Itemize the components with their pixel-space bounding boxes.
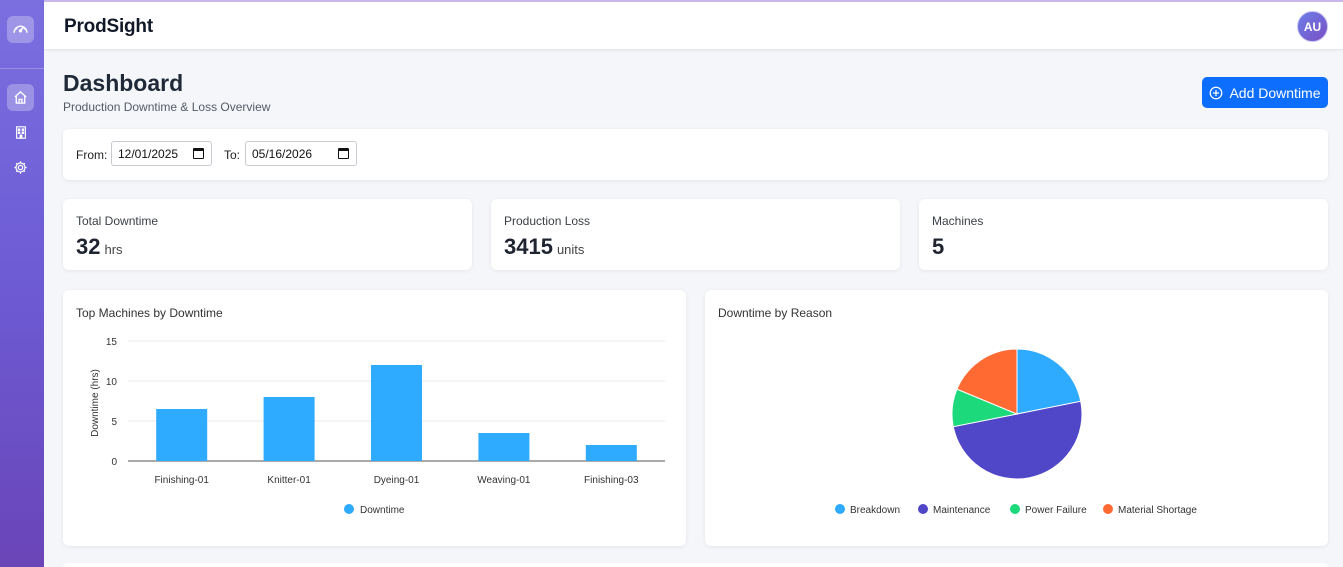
stat-card-production-loss: Production Loss 3415 units bbox=[491, 199, 900, 270]
bar bbox=[585, 445, 637, 461]
from-date-input[interactable]: 12/01/2025 bbox=[111, 141, 212, 166]
pie-chart-card: Downtime by Reason Breakdown Maintenance P… bbox=[705, 290, 1328, 546]
legend-marker bbox=[344, 504, 354, 514]
calendar-icon[interactable] bbox=[338, 148, 349, 159]
bar bbox=[263, 397, 315, 461]
stat-unit: hrs bbox=[104, 242, 123, 257]
y-tick-label: 10 bbox=[106, 377, 118, 388]
y-tick-label: 0 bbox=[111, 457, 117, 468]
total-downtime-value: 32 bbox=[76, 234, 101, 259]
from-label: From: bbox=[76, 148, 108, 162]
add-downtime-button[interactable]: Add Downtime bbox=[1202, 77, 1328, 108]
x-tick-label: Finishing-01 bbox=[154, 475, 209, 486]
legend-label: Downtime bbox=[360, 505, 405, 516]
sidebar-item-home[interactable] bbox=[7, 84, 34, 111]
stat-label: Total Downtime bbox=[76, 214, 159, 228]
pie-slice bbox=[956, 348, 1018, 415]
stat-unit: units bbox=[556, 242, 585, 257]
bar-chart: 0 5 10 15 Downtime (hrs) Finishing-01 Knitter-… bbox=[90, 337, 665, 516]
sidebar-item-settings[interactable] bbox=[7, 154, 34, 181]
page-title: Dashboard bbox=[63, 70, 184, 96]
stat-label: Machines bbox=[932, 214, 984, 228]
legend-marker bbox=[835, 504, 845, 514]
y-axis-label: Downtime (hrs) bbox=[90, 369, 101, 437]
brand-logo[interactable]: ProdSight bbox=[64, 16, 153, 37]
legend-label: Breakdown bbox=[850, 505, 900, 516]
bar-chart-card: Top Machines by Downtime 0 5 10 15 Downtime … bbox=[63, 290, 686, 546]
calendar-icon[interactable] bbox=[193, 148, 204, 159]
stat-value: 3415 units bbox=[504, 234, 584, 260]
stat-value: 32 hrs bbox=[76, 234, 123, 260]
page-subtitle: Production Downtime & Loss Overview bbox=[63, 100, 271, 114]
add-downtime-label: Add Downtime bbox=[1229, 84, 1321, 101]
to-date-value: 05/16/2026 bbox=[252, 146, 313, 161]
from-date-value: 12/01/2025 bbox=[118, 146, 179, 161]
building-icon bbox=[15, 126, 26, 139]
x-tick-label: Weaving-01 bbox=[477, 475, 531, 486]
to-label: To: bbox=[224, 148, 241, 162]
legend-marker bbox=[1103, 504, 1113, 514]
legend-marker bbox=[1010, 504, 1020, 514]
sidebar-item-buildings[interactable] bbox=[7, 119, 34, 146]
bar bbox=[478, 433, 530, 461]
legend-label: Material Shortage bbox=[1118, 505, 1197, 516]
legend-label: Maintenance bbox=[933, 505, 991, 516]
to-date-input[interactable]: 05/16/2026 bbox=[245, 141, 357, 166]
sidebar bbox=[0, 0, 44, 567]
y-tick-label: 5 bbox=[111, 417, 117, 428]
pie-chart-title: Downtime by Reason bbox=[718, 306, 833, 320]
x-tick-label: Finishing-03 bbox=[584, 475, 639, 486]
stat-label: Production Loss bbox=[504, 214, 591, 228]
stat-card-machines: Machines 5 bbox=[919, 199, 1328, 270]
y-tick-label: 15 bbox=[106, 337, 118, 348]
bar bbox=[156, 409, 208, 461]
pie-chart: Breakdown Maintenance Power Failure Materia… bbox=[835, 348, 1197, 516]
plus-circle-icon bbox=[1210, 86, 1223, 99]
legend-marker bbox=[918, 504, 928, 514]
gear-icon bbox=[14, 161, 27, 174]
machines-value: 5 bbox=[932, 234, 945, 259]
pie-slice bbox=[1016, 348, 1082, 415]
stat-card-total-downtime: Total Downtime 32 hrs bbox=[63, 199, 472, 270]
sidebar-divider bbox=[0, 68, 44, 69]
x-tick-label: Dyeing-01 bbox=[374, 475, 420, 486]
bar-chart-title: Top Machines by Downtime bbox=[76, 306, 223, 320]
next-card bbox=[63, 563, 1328, 567]
date-filter-card: From: 12/01/2025 To: 05/16/2026 bbox=[63, 129, 1328, 180]
x-tick-label: Knitter-01 bbox=[267, 475, 311, 486]
home-icon bbox=[14, 90, 27, 104]
bar bbox=[371, 365, 422, 461]
production-loss-value: 3415 bbox=[504, 234, 553, 259]
legend-label: Power Failure bbox=[1025, 505, 1087, 516]
speedometer-icon[interactable] bbox=[7, 16, 34, 43]
top-navbar: ProdSight AU bbox=[44, 0, 1343, 50]
user-avatar[interactable]: AU bbox=[1297, 11, 1328, 42]
